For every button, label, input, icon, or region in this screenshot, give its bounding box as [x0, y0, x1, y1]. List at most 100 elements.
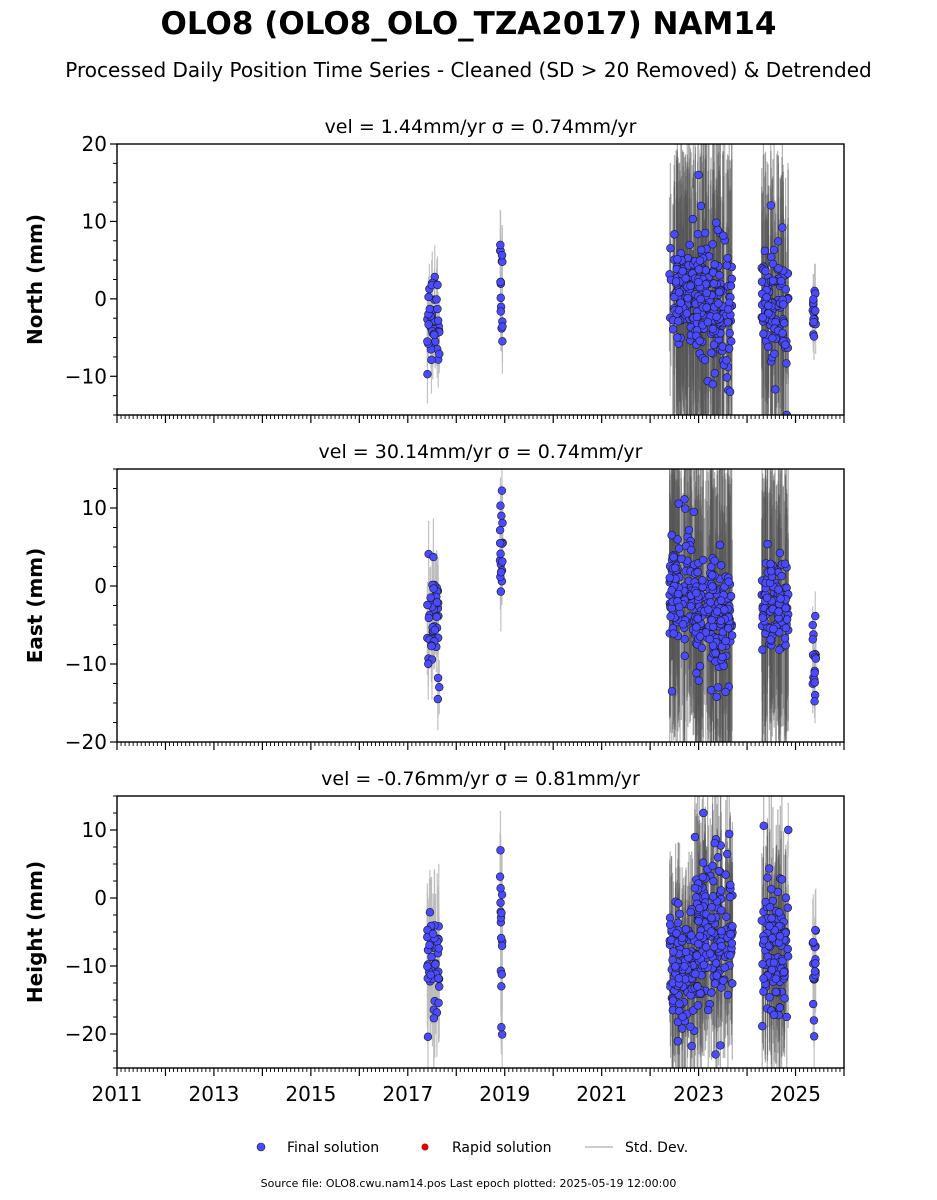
final-solution-point [424, 292, 433, 302]
final-solution-point [709, 279, 719, 288]
final-solution-point [715, 540, 725, 550]
final-solution-point [694, 170, 703, 180]
final-solution-point [424, 659, 433, 669]
final-solution-point [759, 821, 768, 831]
final-solution-point [809, 295, 818, 304]
final-solution-point [693, 568, 702, 577]
y-tick-label: 10 [82, 209, 107, 233]
final-solution-point [692, 668, 701, 678]
final-solution-point [677, 1024, 687, 1033]
final-solution-point [773, 237, 783, 246]
final-solution-point [426, 593, 435, 602]
final-solution-point [810, 668, 819, 678]
final-solution-point [496, 293, 505, 303]
final-solution-point [686, 1022, 695, 1031]
final-solution-point [764, 301, 773, 310]
final-solution-point [708, 571, 717, 580]
final-solution-point [700, 228, 710, 238]
final-solution-point [671, 277, 681, 286]
final-solution-point [687, 545, 696, 555]
final-solution-point [707, 988, 716, 997]
final-solution-point [775, 645, 784, 655]
final-solution-point [496, 898, 505, 907]
x-tick-label: 2015 [285, 1082, 336, 1106]
final-solution-point [727, 337, 736, 346]
final-solution-point [716, 561, 726, 570]
final-solution-point [768, 334, 777, 343]
final-solution-point [702, 288, 711, 298]
final-solution-point [758, 645, 767, 654]
final-solution-point [704, 605, 713, 614]
final-solution-point [781, 641, 790, 650]
final-solution-point [668, 325, 678, 334]
y-axis-label: Height (mm) [23, 861, 47, 1003]
final-solution-point [695, 256, 705, 265]
final-solution-point [684, 525, 694, 535]
final-solution-point [708, 861, 717, 871]
final-solution-point [768, 259, 778, 269]
final-solution-point [496, 883, 505, 893]
panel-north: vel = 1.44mm/yr σ = 0.74mm/yr North (mm)−… [23, 116, 845, 423]
final-solution-point [698, 858, 708, 867]
final-solution-point [726, 880, 735, 890]
final-solution-point [694, 277, 703, 287]
final-solution-point [497, 486, 507, 495]
y-tick-label: −20 [65, 1022, 107, 1046]
final-solution-point [709, 877, 718, 886]
final-solution-point [710, 369, 720, 378]
y-tick-label: −10 [65, 954, 107, 978]
final-solution-point [775, 908, 784, 917]
final-solution-point [686, 602, 696, 611]
final-solution-point [674, 499, 683, 508]
final-solution-point [757, 916, 766, 925]
final-solution-point [706, 348, 716, 357]
final-solution-point [703, 317, 713, 327]
final-solution-point [497, 970, 507, 979]
final-solution-point [717, 941, 726, 951]
final-solution-point [774, 585, 783, 594]
final-solution-point [687, 931, 696, 940]
y-tick-label: −10 [65, 364, 107, 388]
final-solution-point [697, 245, 706, 255]
final-solution-point [666, 244, 675, 253]
final-solution-point [675, 909, 684, 919]
final-solution-point [700, 355, 710, 365]
final-solution-point [774, 607, 783, 616]
final-solution-point [674, 544, 684, 553]
final-solution-point [498, 557, 507, 566]
final-solution-point [727, 939, 737, 948]
final-solution-point [496, 933, 506, 943]
final-solution-point [433, 673, 443, 683]
final-solution-point [771, 987, 781, 997]
y-tick-label: 10 [82, 496, 107, 520]
x-tick-label: 2025 [770, 1082, 821, 1106]
final-solution-point [701, 628, 711, 637]
final-solution-point [782, 615, 792, 624]
legend: Final solution Rapid solution Std. Dev. [256, 1140, 688, 1156]
final-solution-point [759, 935, 769, 945]
final-solution-point [681, 925, 691, 934]
final-solution-point [759, 974, 768, 983]
final-solution-point [781, 893, 791, 902]
final-solution-point [677, 933, 687, 943]
x-tick-label: 2021 [576, 1082, 627, 1106]
final-solution-point [497, 511, 506, 520]
final-solution-point [695, 662, 705, 671]
final-solution-point [808, 999, 818, 1009]
final-solution-point [424, 320, 433, 329]
x-tick-label: 2011 [92, 1082, 143, 1106]
final-solution-point [496, 240, 505, 250]
final-solution-point [496, 568, 506, 577]
final-solution-point [674, 288, 684, 297]
final-solution-point [725, 829, 734, 839]
final-solution-point [704, 1005, 713, 1015]
final-solution-point [711, 959, 721, 968]
final-solution-point [669, 629, 678, 638]
final-solution-point [780, 559, 790, 569]
final-solution-point [423, 337, 432, 346]
final-solution-point [425, 908, 435, 917]
y-tick-label: 0 [94, 287, 107, 311]
final-solution-point [674, 974, 684, 983]
final-solution-point [682, 309, 692, 318]
final-solution-point [708, 324, 718, 334]
